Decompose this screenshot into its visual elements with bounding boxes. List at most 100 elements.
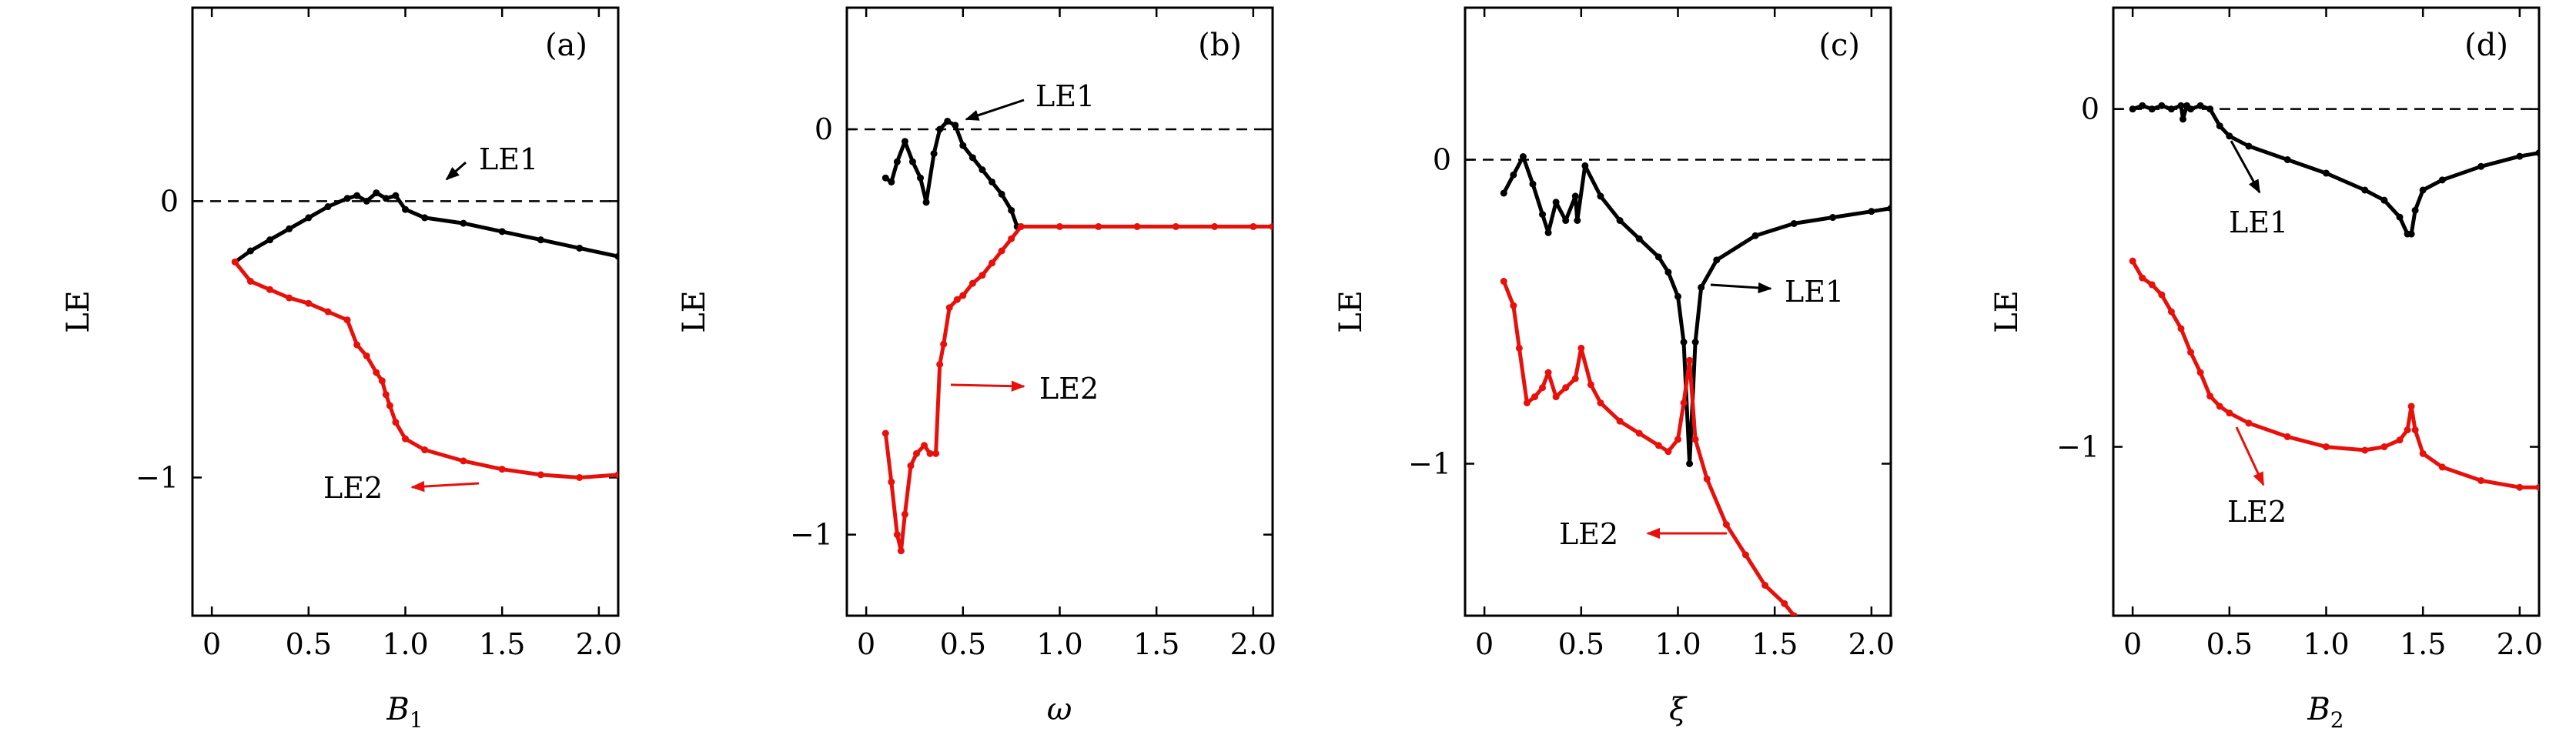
data-point — [2535, 149, 2539, 157]
data-point — [1654, 253, 1662, 261]
data-point — [2196, 369, 2204, 376]
data-point — [936, 360, 944, 368]
annotation-le1-arrow — [965, 99, 1025, 121]
data-point — [2283, 156, 2291, 163]
y-tick-label: 0 — [2081, 92, 2099, 126]
data-point — [353, 341, 361, 349]
series-le1 — [1500, 153, 1891, 467]
series-line-le1 — [2130, 103, 2539, 236]
data-point — [1616, 417, 1624, 425]
panel-a: 0 0.5 1.0 1.5 2.0 0 −1 (a) LE B1 LE1 LE2 — [61, 6, 622, 733]
data-point — [1686, 460, 1694, 467]
x-axis-title: B1 — [386, 692, 423, 733]
y-tick-label: −1 — [2056, 430, 2099, 464]
data-point — [979, 166, 986, 174]
x-tick-label: 1.5 — [1751, 627, 1798, 661]
x-tick-label: 0 — [857, 627, 875, 661]
data-point — [2245, 142, 2253, 150]
data-point — [2129, 105, 2136, 113]
data-point — [421, 214, 429, 222]
annotation-le2: LE2 — [2227, 426, 2287, 529]
data-point — [1691, 436, 1699, 443]
data-point — [1635, 235, 1643, 242]
panel-frame — [2112, 6, 2541, 617]
data-point — [888, 178, 895, 185]
data-point — [286, 294, 293, 302]
data-point — [1095, 222, 1102, 230]
data-point — [324, 203, 332, 211]
data-point — [2535, 483, 2539, 491]
panel-label: (d) — [2464, 28, 2508, 63]
data-point — [2477, 162, 2485, 170]
annotation-le1: LE1 — [445, 142, 538, 181]
x-tick-label: 1.0 — [2303, 627, 2349, 661]
series-line-le1 — [883, 119, 1019, 229]
data-point — [2419, 449, 2427, 457]
series-line-le1 — [233, 191, 618, 264]
data-point — [1571, 192, 1579, 200]
annotation-le2-label: LE2 — [1039, 372, 1099, 406]
x-axis-title-main: B — [386, 692, 409, 727]
data-point — [1581, 162, 1589, 169]
series-le2 — [2129, 257, 2539, 491]
data-point — [2158, 291, 2166, 299]
plot-area: 0 0.5 1.0 1.5 2.0 0 −1 — [2056, 8, 2543, 661]
x-tick-label: 1.0 — [382, 627, 428, 661]
data-point — [1133, 222, 1141, 230]
data-point — [2404, 426, 2411, 434]
data-point — [1562, 384, 1570, 392]
data-point — [953, 296, 961, 303]
data-point — [1523, 399, 1531, 406]
annotation-le1-label: LE1 — [1035, 79, 1095, 113]
series-le2 — [231, 258, 618, 481]
data-point — [1686, 356, 1694, 364]
data-point — [2396, 436, 2404, 444]
annotation-le1-arrow — [1710, 282, 1772, 294]
data-point — [1500, 189, 1507, 197]
data-point — [1680, 339, 1688, 346]
data-point — [402, 435, 409, 443]
data-point — [1698, 283, 1705, 291]
data-point — [1781, 600, 1788, 607]
data-point — [893, 531, 901, 539]
data-point — [2407, 230, 2415, 238]
data-point — [912, 449, 920, 457]
y-tick-label: −1 — [1408, 447, 1451, 481]
data-point — [1544, 229, 1552, 236]
data-point — [1544, 369, 1552, 376]
plot-area: 0 0.5 1.0 1.5 2.0 0 −1 — [135, 8, 622, 661]
x-tick-label: 0.5 — [286, 627, 332, 661]
data-point — [944, 117, 952, 125]
data-point — [460, 219, 467, 227]
data-point — [893, 158, 901, 165]
annotation-le1-arrow — [445, 161, 467, 181]
data-point — [2148, 281, 2156, 289]
x-tick-label: 2.0 — [1848, 627, 1895, 661]
data-point — [917, 174, 925, 182]
data-point — [2516, 152, 2524, 160]
x-tick-label: 2.0 — [576, 627, 622, 661]
data-point — [1674, 292, 1681, 300]
data-point — [614, 471, 618, 479]
x-axis-title-main: B — [2307, 692, 2330, 727]
series-line-le2 — [1501, 279, 1796, 616]
data-point — [945, 304, 953, 312]
data-point — [998, 247, 1005, 255]
series-le1 — [2129, 102, 2539, 238]
data-point — [969, 279, 976, 287]
data-point — [2177, 325, 2185, 332]
data-point — [998, 190, 1005, 198]
data-point — [2167, 308, 2175, 316]
annotation-le1-label: LE1 — [2229, 205, 2288, 239]
data-point — [1250, 222, 1257, 230]
data-point — [1211, 222, 1219, 230]
data-point — [537, 471, 544, 479]
y-tick-label: −1 — [135, 460, 179, 494]
plot-area: 0 0.5 1.0 1.5 2.0 0 −1 — [790, 8, 1276, 661]
data-point — [908, 158, 916, 165]
data-point — [989, 178, 996, 185]
data-point — [2158, 102, 2166, 109]
data-point — [1691, 339, 1699, 346]
data-point — [1674, 436, 1681, 443]
data-point — [421, 446, 429, 454]
